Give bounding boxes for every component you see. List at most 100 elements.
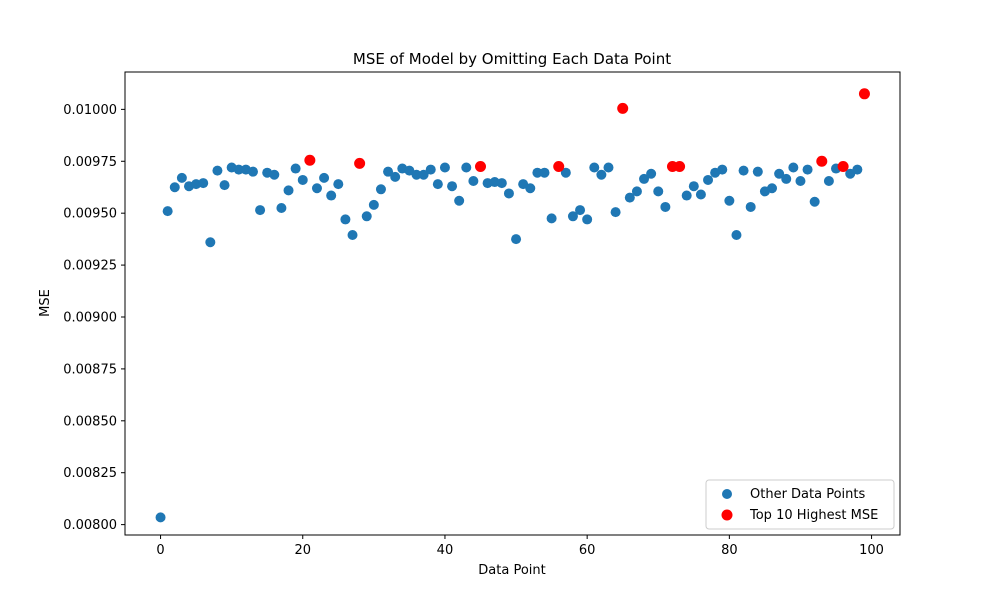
data-point-23 [319, 172, 330, 183]
data-point-25 [333, 179, 344, 190]
data-point-63 [603, 162, 614, 173]
data-point-44 [468, 176, 479, 186]
data-point-50 [511, 234, 522, 245]
data-point-9 [219, 180, 230, 191]
data-point-7 [205, 237, 216, 248]
data-point-36 [411, 169, 422, 180]
x-tick-label: 60 [579, 543, 596, 558]
data-point-37 [418, 169, 429, 180]
data-point-41 [447, 181, 458, 192]
data-point-67 [631, 186, 642, 197]
data-point-18 [283, 185, 294, 196]
y-tick-label: 0.00900 [63, 310, 117, 325]
data-point-38 [425, 164, 436, 175]
y-tick-label: 0.00800 [63, 518, 117, 533]
data-point-57 [560, 167, 571, 178]
data-point-61 [589, 162, 600, 173]
y-tick-label: 0.00875 [63, 362, 117, 377]
data-point-84 [752, 166, 763, 177]
data-point-68 [639, 173, 650, 184]
data-point-16 [269, 169, 280, 180]
data-point-60 [582, 214, 593, 225]
legend-marker-other [722, 489, 732, 499]
data-point-88 [781, 173, 792, 184]
x-tick-label: 80 [721, 543, 738, 558]
plot-area [155, 88, 870, 523]
data-point-33 [390, 171, 401, 182]
data-point-89 [788, 162, 799, 173]
top10-data-point-99 [858, 88, 870, 100]
legend-marker-top10 [721, 509, 733, 521]
data-point-58 [567, 211, 578, 222]
data-point-83 [745, 201, 756, 212]
top10-data-point-96 [837, 160, 849, 172]
data-point-55 [546, 213, 557, 224]
data-point-8 [212, 165, 223, 176]
data-point-40 [439, 162, 450, 173]
data-point-66 [624, 192, 635, 203]
data-point-98 [852, 164, 863, 175]
legend-box [705, 479, 895, 530]
top10-data-point-56 [553, 160, 565, 172]
y-tick-label: 0.00925 [63, 259, 117, 274]
x-tick-label: 40 [437, 543, 454, 558]
x-tick-label: 0 [156, 543, 164, 558]
data-point-86 [767, 183, 778, 194]
data-point-11 [233, 164, 244, 175]
x-tick-label: 20 [294, 543, 311, 558]
data-point-64 [610, 207, 621, 218]
data-point-54 [539, 167, 550, 178]
top10-data-point-28 [354, 157, 366, 169]
data-point-52 [525, 183, 536, 194]
top10-data-point-45 [475, 160, 486, 172]
data-point-42 [454, 195, 465, 206]
data-point-22 [311, 183, 322, 194]
data-point-19 [290, 163, 301, 174]
data-point-82 [738, 165, 749, 176]
chart-title: MSE of Model by Omitting Each Data Point [353, 50, 671, 68]
data-point-29 [361, 211, 372, 222]
data-point-2 [169, 182, 180, 193]
y-axis: 0.00800 0.00825 0.00850 0.00875 0.00900 0.009… [63, 103, 125, 533]
x-axis-label: Data Point [478, 563, 545, 578]
data-point-31 [375, 184, 386, 195]
axes-frame [124, 71, 901, 536]
data-point-75 [688, 181, 699, 192]
legend-label-other: Other Data Points [750, 487, 865, 502]
top10-data-point-21 [304, 154, 316, 166]
data-point-20 [297, 174, 308, 185]
data-point-0 [155, 512, 166, 523]
data-point-48 [496, 178, 507, 189]
data-point-62 [596, 169, 607, 180]
y-tick-label: 0.00950 [63, 207, 117, 222]
data-point-13 [247, 166, 258, 177]
data-point-24 [326, 190, 337, 201]
y-axis-label: MSE [38, 289, 53, 317]
top10-data-point-65 [617, 102, 629, 114]
data-point-6 [198, 178, 209, 189]
data-point-92 [809, 196, 820, 207]
data-point-1 [162, 206, 173, 217]
data-point-53 [532, 167, 543, 178]
data-point-91 [802, 164, 813, 175]
data-point-79 [717, 164, 728, 175]
y-tick-label: 0.00825 [63, 466, 117, 481]
y-tick-label: 0.01000 [63, 103, 117, 118]
data-point-71 [660, 201, 671, 212]
data-point-69 [646, 168, 657, 179]
data-point-74 [681, 190, 692, 201]
data-point-76 [695, 189, 706, 200]
data-point-43 [461, 162, 472, 173]
data-point-39 [432, 179, 443, 190]
x-tick-label: 100 [859, 543, 884, 558]
data-point-59 [575, 205, 586, 216]
data-point-70 [653, 186, 664, 197]
data-point-14 [255, 205, 266, 216]
y-tick-label: 0.00975 [63, 155, 117, 170]
top10-data-point-93 [816, 155, 828, 167]
data-point-87 [774, 168, 785, 179]
y-tick-label: 0.00850 [63, 414, 117, 429]
data-point-77 [703, 174, 714, 185]
data-point-17 [276, 202, 287, 213]
